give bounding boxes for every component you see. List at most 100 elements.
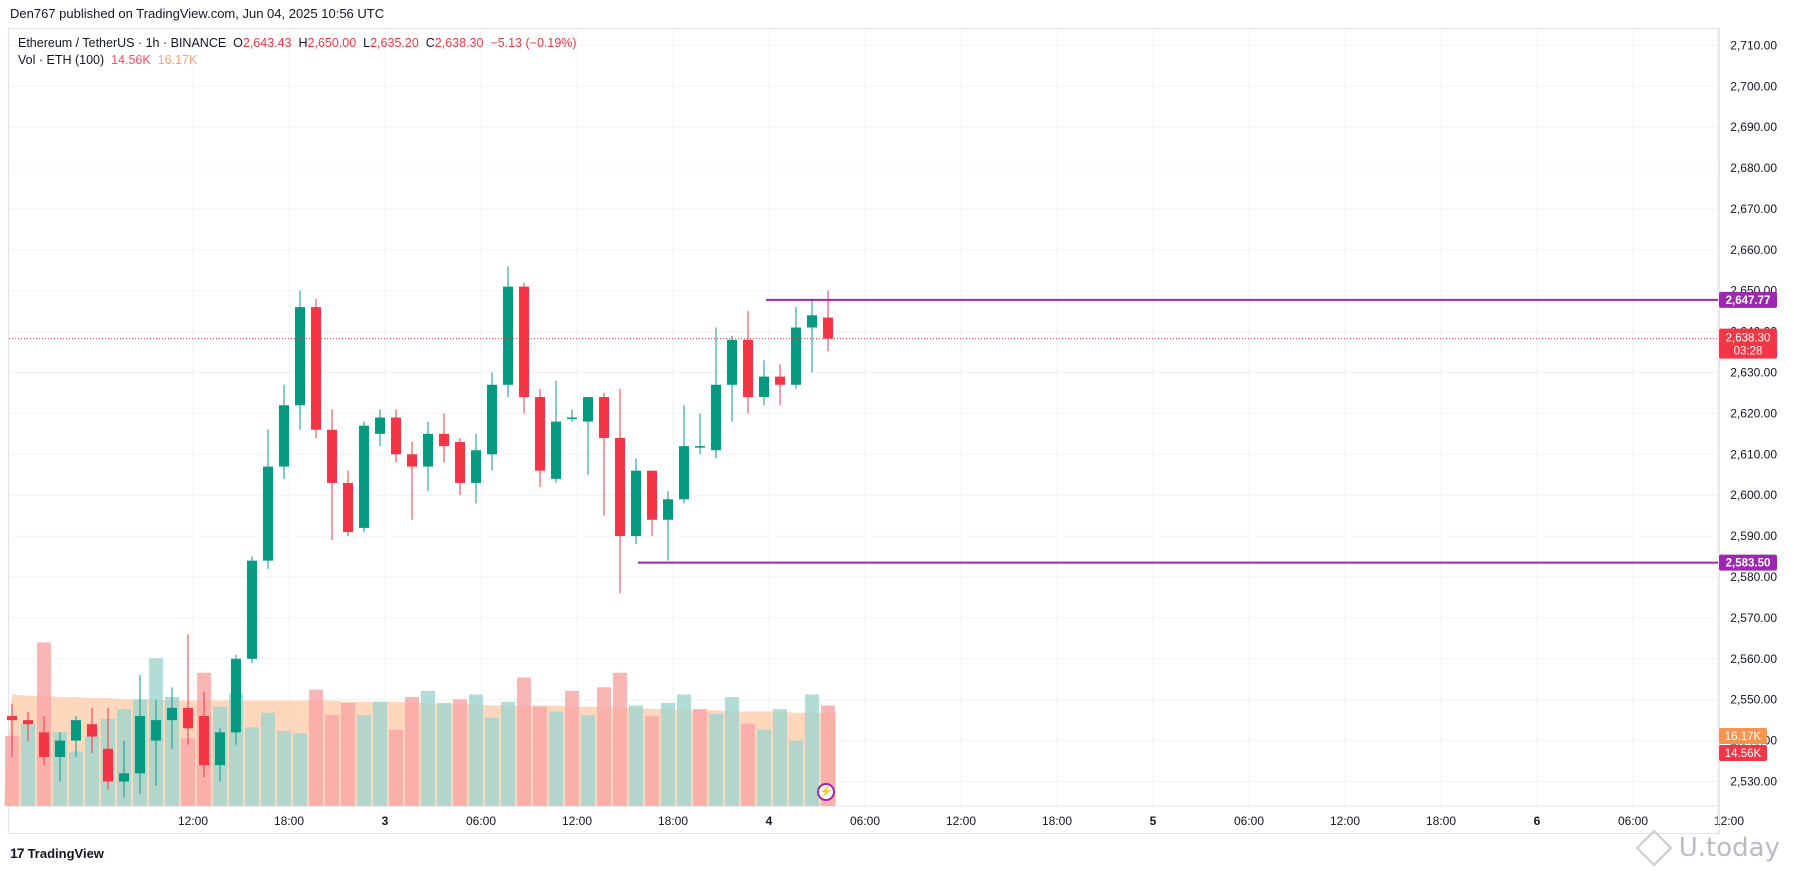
candle-body[interactable]	[39, 732, 49, 757]
candle-body[interactable]	[727, 339, 737, 385]
candle-body[interactable]	[119, 773, 129, 782]
candle-body[interactable]	[7, 716, 17, 721]
volume-bar	[741, 723, 755, 806]
candle-body[interactable]	[391, 417, 401, 455]
volume-indicator-label[interactable]: Vol · ETH (100)	[18, 53, 105, 67]
candle-body[interactable]	[759, 376, 769, 398]
change-value: −5.13 (−0.19%)	[490, 36, 577, 50]
candle-body[interactable]	[823, 317, 833, 339]
candle-body[interactable]	[103, 748, 113, 782]
candle-body[interactable]	[631, 470, 641, 537]
candle-body[interactable]	[327, 429, 337, 483]
volume-bar	[805, 694, 819, 806]
volume-bar	[277, 730, 291, 806]
last-price-tag	[1719, 328, 1777, 359]
candle-body[interactable]	[791, 327, 801, 385]
volume-bar	[405, 696, 419, 806]
candle-body[interactable]	[407, 454, 417, 467]
candle-body[interactable]	[295, 307, 305, 406]
candle-body[interactable]	[695, 446, 705, 448]
candle-body[interactable]	[615, 437, 625, 537]
candle-body[interactable]	[807, 315, 817, 328]
volume-bar	[421, 690, 435, 806]
candle-body[interactable]	[535, 397, 545, 471]
y-tick-label: 2,580.00	[1730, 570, 1777, 584]
y-tick-label: 2,630.00	[1730, 366, 1777, 380]
y-tick-label: 2,690.00	[1730, 120, 1777, 134]
volume-bar	[709, 713, 723, 806]
candle-body[interactable]	[503, 286, 513, 385]
open-value: 2,643.43	[242, 36, 292, 50]
candle-body[interactable]	[183, 707, 193, 729]
y-tick-label: 2,700.00	[1730, 79, 1777, 93]
candle-body[interactable]	[343, 482, 353, 533]
volume-bar	[69, 751, 83, 806]
volume-bar	[693, 709, 707, 806]
candle-body[interactable]	[551, 421, 561, 479]
x-tick-label: 12:00	[1330, 814, 1360, 828]
volume-ma-tag	[1719, 728, 1767, 744]
chart-frame[interactable]	[8, 28, 1720, 834]
candle-body[interactable]	[679, 446, 689, 500]
candle-body[interactable]	[471, 450, 481, 483]
candle-body[interactable]	[135, 716, 145, 774]
volume-bar	[293, 733, 307, 806]
volume-bar	[309, 689, 323, 806]
candle-body[interactable]	[231, 658, 241, 733]
candle-body[interactable]	[23, 720, 33, 725]
x-tick-label: 12:00	[562, 814, 592, 828]
volume-bar	[5, 735, 19, 806]
candle-body[interactable]	[711, 384, 721, 451]
x-tick-label: 06:00	[1618, 814, 1648, 828]
volume-bar	[389, 729, 403, 806]
candle-body[interactable]	[167, 707, 177, 721]
x-tick-label: 12:00	[1714, 814, 1744, 828]
x-tick-label: 06:00	[1234, 814, 1264, 828]
candle-body[interactable]	[279, 405, 289, 467]
candle-body[interactable]	[455, 442, 465, 483]
published-info: Den767 published on TradingView.com, Jun…	[10, 6, 385, 21]
volume-bar	[85, 735, 99, 806]
candle-body[interactable]	[599, 397, 609, 438]
high-label: H	[298, 36, 308, 50]
low-value: 2,635.20	[370, 36, 419, 50]
candle-body[interactable]	[311, 307, 321, 430]
candle-body[interactable]	[263, 466, 273, 561]
countdown-label: 03:28	[1734, 346, 1763, 358]
high-value: 2,650.00	[307, 36, 357, 50]
candle-body[interactable]	[151, 720, 161, 741]
candle-body[interactable]	[71, 720, 81, 741]
last-price-label: 2,638.30	[1726, 333, 1771, 345]
volume-bar	[437, 703, 451, 806]
candle-body[interactable]	[519, 286, 529, 398]
close-value: 2,638.30	[434, 36, 484, 50]
candle-body[interactable]	[199, 716, 209, 766]
candle-body[interactable]	[647, 470, 657, 520]
candle-body[interactable]	[375, 417, 385, 434]
volume-bar	[261, 712, 275, 806]
volume-ma-tag-label: 16.17K	[1725, 731, 1762, 743]
utoday-watermark: U.today	[1635, 829, 1780, 867]
low-label: L	[363, 36, 371, 50]
candle-body[interactable]	[567, 417, 577, 420]
candle-body[interactable]	[487, 384, 497, 455]
candle-body[interactable]	[215, 732, 225, 766]
lightning-icon[interactable]: ⚡	[817, 783, 835, 801]
tradingview-brand[interactable]: 17 TradingView	[10, 845, 104, 861]
symbol-label[interactable]: Ethereum / TetherUS · 1h · BINANCE	[18, 36, 227, 50]
candle-body[interactable]	[423, 433, 433, 467]
candle-body[interactable]	[359, 425, 369, 528]
candle-body[interactable]	[87, 724, 97, 737]
volume-bar	[533, 706, 547, 806]
candle-body[interactable]	[583, 397, 593, 422]
candle-body[interactable]	[55, 740, 65, 757]
candle-body[interactable]	[663, 499, 673, 520]
candle-body[interactable]	[247, 560, 257, 659]
y-tick-label: 2,590.00	[1730, 529, 1777, 543]
y-tick-label: 2,550.00	[1730, 693, 1777, 707]
x-tick-label: 06:00	[850, 814, 880, 828]
candle-body[interactable]	[439, 433, 449, 447]
candle-body[interactable]	[743, 339, 753, 398]
candle-body[interactable]	[775, 376, 785, 385]
